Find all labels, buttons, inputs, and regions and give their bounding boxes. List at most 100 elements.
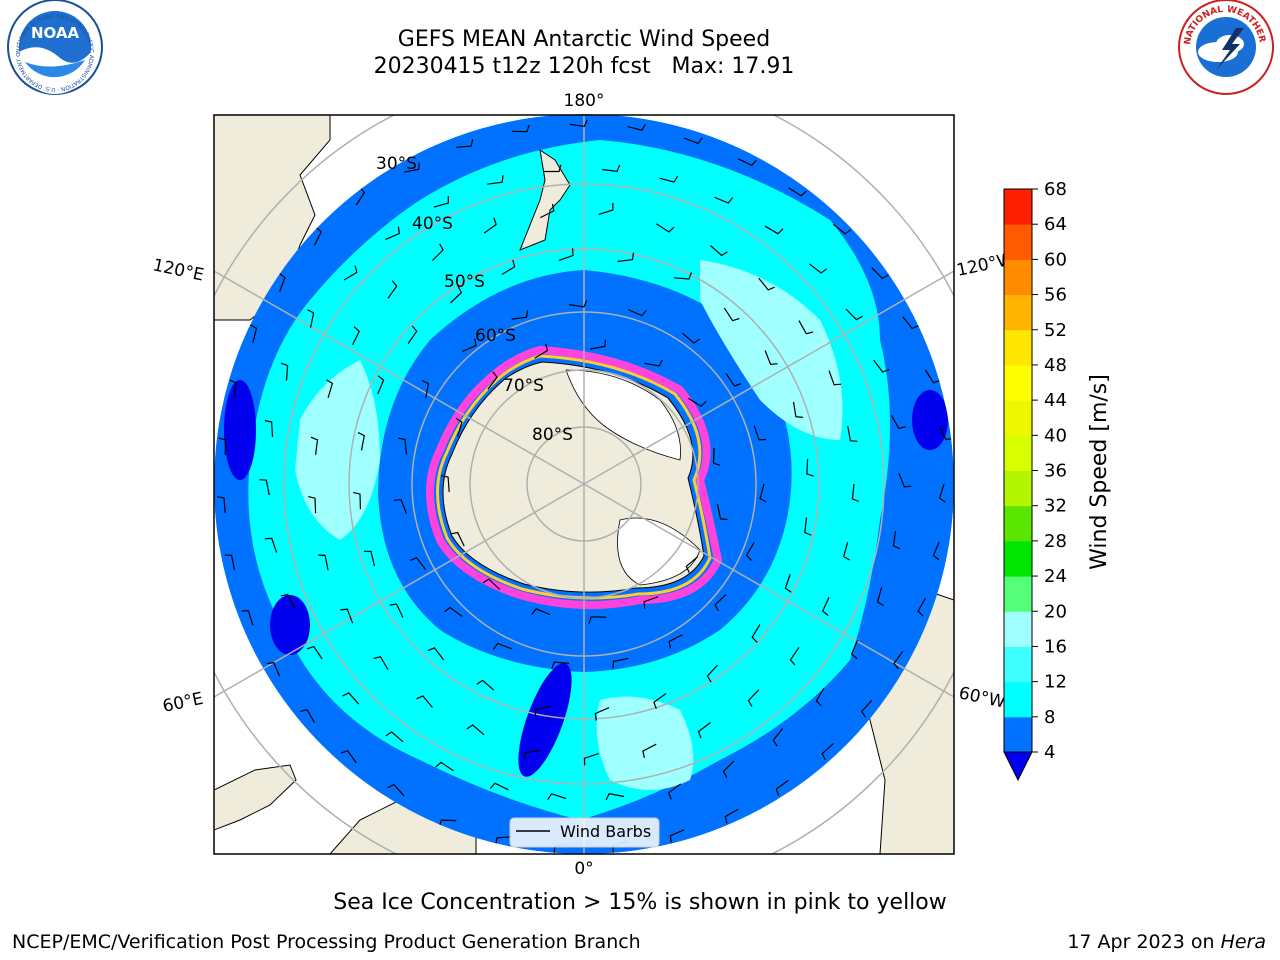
colorbar-label: Wind Speed [m/s]	[1087, 374, 1112, 570]
wind-barb	[310, 436, 319, 455]
wind-barb	[353, 491, 361, 510]
wind-barb	[466, 724, 485, 736]
colorbar-tick-label: 44	[1044, 390, 1067, 411]
wind-barb	[716, 504, 728, 520]
noaa-logo: NOAA NATIONAL OCEANIC AND ATMOSPHERIC AD…	[0, 0, 103, 95]
wind-barb	[483, 217, 497, 234]
lon-label-bottom: 0°	[574, 859, 593, 879]
wind-barb	[495, 836, 513, 845]
wind-barb	[772, 728, 783, 747]
colorbar-segment	[1004, 576, 1032, 612]
colorbar-segment	[1004, 364, 1032, 401]
wind-barb	[669, 829, 685, 843]
wind-barb	[898, 472, 912, 488]
wind-barb	[775, 779, 789, 796]
wind-barb	[932, 541, 940, 561]
wind-barb	[511, 124, 530, 133]
wind-barb	[450, 531, 465, 547]
colorbar-segment	[1004, 259, 1032, 296]
wind-barb	[229, 379, 238, 398]
colorbar-tick-label: 40	[1044, 425, 1067, 446]
wind-barb	[326, 379, 334, 398]
wind-barb	[266, 661, 281, 677]
colorbar-tick-label: 48	[1044, 355, 1067, 376]
wind-barb	[313, 226, 322, 246]
wind-barb	[264, 537, 278, 553]
wind-barb	[845, 308, 863, 321]
wind-barb	[871, 267, 889, 280]
wind-barb	[461, 338, 477, 353]
wind-barb	[278, 272, 286, 292]
wind-barb	[873, 359, 890, 373]
wind-barb	[674, 272, 692, 280]
wind-barb	[788, 187, 807, 197]
wind-band-high-west	[295, 360, 380, 540]
noaa-logo-text: NOAA	[31, 24, 80, 42]
wind-barb	[612, 657, 629, 669]
wind-barb	[456, 139, 474, 148]
wind-barb	[407, 325, 418, 344]
wind-barb	[602, 164, 621, 173]
wind-barb	[722, 760, 735, 778]
lon-label-lower-right: 60°W	[957, 683, 1007, 712]
wind-band-extend-2	[912, 390, 948, 450]
sea-ice-edge	[426, 345, 723, 609]
wind-barb	[318, 554, 329, 571]
colorbar-segment	[1004, 646, 1032, 683]
map-frame	[213, 114, 955, 855]
wind-barb	[352, 326, 360, 346]
wind-barb	[306, 645, 323, 660]
wind-barb	[435, 761, 454, 772]
wind-barb	[667, 783, 682, 800]
wind-barb	[241, 610, 254, 626]
ice-shelf-weddell	[617, 517, 701, 586]
wind-barb	[821, 743, 834, 761]
nws-logo: NATIONAL WEATHER SERVICE	[0, 0, 1274, 95]
wind-barb	[259, 479, 270, 496]
wind-barb	[450, 286, 463, 304]
wind-band-extend-4	[270, 595, 310, 655]
wind-barb	[893, 650, 904, 670]
wind-barb	[850, 640, 858, 660]
wind-barb	[697, 722, 711, 739]
wind-barb	[643, 596, 659, 609]
colorbar-tick-label: 32	[1044, 496, 1067, 517]
wind-barb	[843, 541, 851, 561]
wind-barb	[938, 426, 953, 441]
wind-barb	[583, 753, 599, 766]
colorbar-tick-label: 24	[1044, 566, 1067, 587]
wind-barb	[764, 350, 778, 366]
wind-barb	[569, 300, 588, 308]
colorbar-segment	[1004, 294, 1032, 331]
wind-barb	[917, 597, 927, 617]
wind-barb	[890, 415, 906, 430]
wind-barb	[300, 709, 316, 723]
wind-barb	[433, 196, 449, 208]
footer-date: 17 Apr 2023 on Hera	[1067, 931, 1266, 953]
wind-barb	[642, 743, 657, 759]
colorbar-segment	[1004, 611, 1032, 647]
wind-barb	[531, 608, 551, 616]
wind-barb	[487, 371, 498, 390]
wind-barb	[444, 606, 463, 617]
wind-barb	[789, 647, 800, 666]
wind-barb	[759, 483, 767, 503]
wind-band-extend-1	[518, 663, 572, 777]
wind-barb	[747, 689, 760, 707]
lat-label-40s: 40°S	[412, 214, 453, 234]
colorbar-tick-label: 36	[1044, 461, 1067, 482]
wind-barb	[280, 362, 289, 381]
ice-shelf-ross	[565, 369, 681, 461]
colorbar-tick-label: 4	[1044, 742, 1055, 763]
wind-barb	[455, 417, 463, 437]
footer-organization: NCEP/EMC/Verification Post Processing Pr…	[12, 931, 641, 953]
nws-ring-text: NATIONAL WEATHER SERVICE	[0, 0, 1267, 46]
wind-band-extend-3	[224, 380, 256, 480]
colorbar-segment	[1004, 540, 1032, 577]
wind-barb	[851, 483, 860, 503]
colorbar-tick-label: 16	[1044, 636, 1067, 657]
wind-barb	[409, 557, 427, 571]
wind-barb	[524, 749, 541, 760]
